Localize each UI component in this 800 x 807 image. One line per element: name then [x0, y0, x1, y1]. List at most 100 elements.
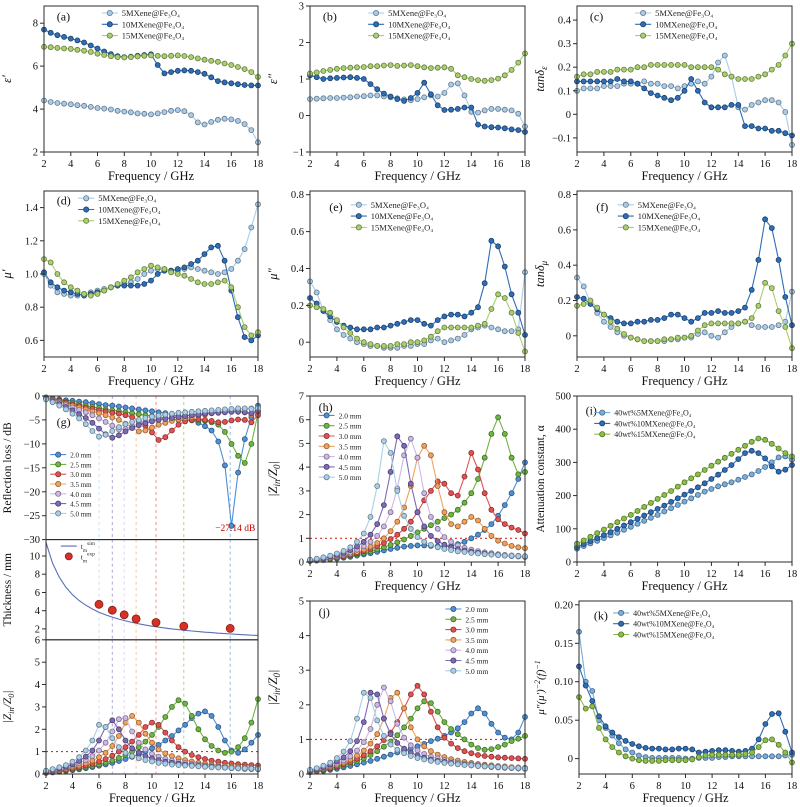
series-15MXene-Fe-O-	[41, 256, 261, 339]
x-tick-label: 4	[68, 364, 74, 375]
y-tick-label: 1.4	[25, 203, 39, 214]
x-tick-label: 16	[493, 159, 504, 170]
legend-label: 40wt%5MXene@Fe₃O₄	[614, 409, 692, 418]
y-tick-label: 0.3	[558, 39, 571, 50]
x-tick-label: 10	[146, 159, 157, 170]
legend-label: 5MXene@Fe₃O₄	[638, 200, 696, 210]
legend-label: 5MXene@Fe₃O₄	[371, 200, 429, 210]
x-tick-label: 6	[630, 781, 635, 792]
y-tick-label: 4	[33, 105, 39, 116]
y-tick-label: 5	[299, 597, 304, 608]
x-tick-label: 6	[361, 159, 366, 170]
y-tick-label: 4	[35, 606, 41, 617]
series-40wt%10MXene-Fe-O-	[574, 447, 795, 551]
x-tick-label: 4	[601, 364, 607, 375]
y-tick-label: 2	[35, 725, 40, 736]
x-tick-label: 16	[226, 781, 237, 792]
legend-label: 15MXene@Fe₃O₄	[98, 216, 160, 226]
x-tick-label: 8	[655, 569, 660, 580]
legend-label: 3.5 mm	[465, 636, 488, 645]
x-tick-label: 4	[601, 569, 607, 580]
x-axis-label: Frequency / GHz	[374, 579, 461, 593]
legend-label: 4.5 mm	[465, 657, 488, 666]
y-tick-label: 6	[299, 415, 304, 426]
panel-i: 0 100 200 300 400 500 Attenuation constant, α (…	[533, 390, 800, 595]
x-tick-label: 2	[307, 781, 312, 792]
panel-b: −1 0 1 2 3 ε″ (b) 5MXene@Fe₃O₄ 10MXene@Fe₃O₄ 15MX…	[266, 0, 533, 185]
x-tick-label: 2	[574, 569, 579, 580]
y-tick-label: 0	[35, 770, 40, 781]
legend-label: 3.5 mm	[339, 442, 362, 451]
panel-letter: (a)	[57, 9, 70, 23]
x-axis-label: Frequency / GHz	[374, 791, 461, 805]
y-tick-label: 2	[33, 148, 38, 159]
x-tick-label: 12	[439, 159, 450, 170]
y-tick-label: 0	[299, 558, 304, 569]
series-40wt%15MXene-Fe-O-	[574, 435, 795, 547]
x-tick-label: 2	[41, 364, 46, 375]
legend-label: 2.5 mm	[70, 461, 92, 469]
x-axis-label: Frequency / GHz	[642, 791, 729, 805]
x-tick-label: 18	[787, 159, 798, 170]
y-tick-label: 3	[299, 486, 304, 497]
x-tick-label: 6	[361, 569, 366, 580]
legend-label: 10MXene@Fe₃O₄	[655, 19, 717, 29]
x-axis-label: Frequency / GHz	[374, 374, 461, 388]
y-tick-label: 6	[35, 588, 40, 599]
x-tick-label: 4	[334, 364, 340, 375]
legend-label: 3.5 mm	[70, 481, 92, 489]
y-tick-label: 2	[299, 510, 304, 521]
x-tick-label: 12	[707, 781, 718, 792]
y-tick-label: 1.0	[25, 270, 38, 281]
x-tick-label: 14	[466, 781, 477, 792]
panel-e: 0 0.2 0.4 0.6 0.8 μ″ (e) 5MXene@Fe₃O₄ 10MXene@Fe…	[266, 185, 533, 390]
x-tick-label: 18	[520, 781, 531, 792]
y-axis-label: μ″	[266, 267, 280, 280]
legend: 2.0 mm2.5 mm 3.0 mm3.5 mm4.0 mm 4.5 mm5.0 …	[445, 605, 488, 676]
y-axis-label: |Zin/Z0|	[266, 670, 282, 706]
x-tick-label: 16	[760, 364, 771, 375]
series-5.0-mm	[43, 396, 261, 440]
y-tick-label: 0.8	[291, 190, 304, 201]
x-tick-label: 10	[680, 781, 691, 792]
series-15MXene-Fe-O-	[307, 50, 528, 84]
panel-j: 0 1 2 3 4 5 |Zin/Z0| (j) 2.0 mm 2.5 mm 3.0 mm 3.5 m…	[266, 595, 533, 807]
y-tick-label: 0.8	[558, 190, 571, 201]
y-tick-label: 0	[566, 110, 571, 121]
x-tick-label: 4	[334, 159, 340, 170]
x-tick-label: 6	[628, 364, 633, 375]
panel-h: 0 1 2 3 4 5 6 7 |Zin/Z0| (h) 2.0 mm 2.5 mm 3.0 mm 3.5…	[266, 390, 533, 595]
y-tick-label: 0.6	[558, 225, 571, 236]
y-tick-label: 5	[35, 658, 40, 669]
legend-label: 15MXene@Fe₃O₄	[371, 222, 433, 232]
x-tick-label: 14	[733, 364, 744, 375]
series-10MXene-Fe-O-	[41, 242, 261, 344]
x-tick-label: 14	[733, 569, 744, 580]
series-40wt%5MXene-Fe-O-	[576, 628, 795, 762]
chart-i-svg: 0 100 200 300 400 500 Attenuation constant, α (…	[535, 392, 797, 594]
y-tick-label: 2	[299, 38, 304, 49]
y-tick-label: −15	[24, 463, 40, 474]
series-5MXene-Fe-O-	[41, 97, 261, 146]
panel-letter: (f)	[596, 200, 608, 214]
y-axis-label: ε″	[266, 73, 280, 84]
y-tick-label: −30	[24, 535, 40, 546]
x-tick-label: 10	[412, 364, 423, 375]
series-40wt%15MXene-Fe-O-	[576, 694, 795, 766]
series-40wt%5MXene-Fe-O-	[574, 453, 795, 552]
series-t-m-sim-	[45, 542, 259, 636]
legend-label: 10MXene@Fe₃O₄	[371, 211, 433, 221]
panel-letter: (b)	[323, 9, 337, 23]
x-tick-label: 10	[679, 569, 690, 580]
legend-label: 5MXene@Fe₃O₄	[98, 193, 156, 203]
x-tick-label: 14	[466, 569, 477, 580]
panel-letter: (j)	[319, 605, 330, 619]
series-3.5-mm	[307, 689, 528, 775]
panel-letter: (h)	[319, 400, 333, 414]
y-tick-label: 2	[299, 700, 304, 711]
x-tick-label: 18	[787, 781, 798, 792]
